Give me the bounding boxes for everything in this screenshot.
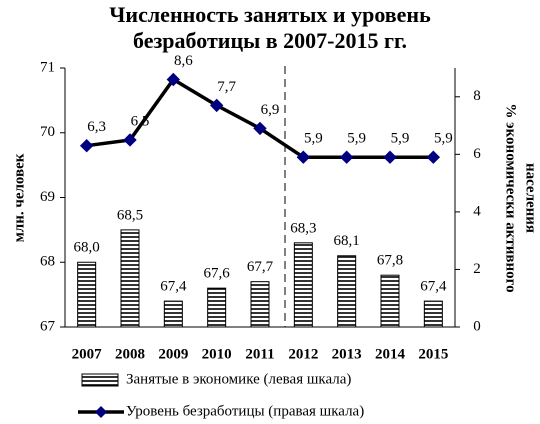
legend-swatch	[81, 373, 119, 387]
y2-tick-label: 0	[473, 318, 481, 334]
y2-axis-label: населения	[523, 163, 539, 233]
bar-value-label: 67,8	[377, 253, 403, 269]
y2-tick-label: 8	[473, 88, 481, 104]
bar-value-label: 67,6	[204, 266, 231, 282]
y-tick-label: 68	[40, 254, 55, 270]
line-value-label: 6,3	[87, 119, 106, 135]
line-marker	[166, 72, 181, 87]
y2-tick-label: 4	[473, 203, 481, 219]
line-value-label: 6,9	[261, 102, 280, 118]
bar	[207, 287, 227, 328]
line-value-label: 8,6	[174, 53, 193, 69]
line-value-label: 5,9	[391, 131, 410, 147]
y2-tick-label: 6	[473, 146, 481, 162]
line-marker	[123, 133, 137, 147]
bar-value-label: 67,7	[247, 259, 274, 275]
y2-tick-label: 2	[473, 261, 481, 277]
bar	[337, 255, 357, 328]
y2-axis-label: % экономически активного	[503, 103, 519, 292]
line-marker	[79, 138, 94, 153]
line-value-label: 5,9	[304, 131, 323, 147]
x-tick-label: 2010	[202, 346, 232, 362]
x-tick-label: 2013	[332, 346, 362, 362]
line-marker	[253, 121, 267, 136]
bar	[250, 281, 270, 328]
line-marker	[383, 150, 397, 164]
bar	[120, 229, 140, 328]
bar-value-label: 68,3	[290, 220, 316, 236]
bar	[380, 274, 400, 328]
title-line: Численность занятых и уровень	[109, 2, 431, 27]
bar-value-label: 68,5	[117, 207, 143, 223]
y-tick-label: 67	[40, 318, 56, 334]
x-tick-label: 2008	[115, 346, 145, 362]
bar	[163, 300, 183, 328]
line-value-label: 5,9	[434, 131, 453, 147]
bar-value-label: 68,1	[334, 233, 360, 249]
bar-value-label: 68,0	[74, 240, 100, 256]
line-value-label: 5,9	[347, 131, 366, 147]
line-value-label: 7,7	[217, 79, 236, 95]
line-value-label: 6,5	[131, 113, 150, 129]
title-line: безработицы в 2007-2015 гг.	[132, 28, 407, 53]
x-tick-label: 2007	[72, 346, 103, 362]
x-tick-label: 2009	[158, 346, 188, 362]
line-marker	[209, 98, 224, 113]
x-tick-label: 2012	[288, 346, 318, 362]
x-tick-label: 2015	[418, 346, 448, 362]
y-tick-label: 71	[40, 59, 55, 75]
y-tick-label: 69	[40, 189, 55, 205]
line-marker	[339, 150, 354, 164]
line-marker	[296, 150, 311, 164]
y-axis-label: млн. человек	[11, 153, 27, 242]
bar-value-label: 67,4	[420, 279, 447, 295]
line-marker	[426, 150, 441, 164]
x-tick-label: 2014	[375, 346, 406, 362]
legend-label: Занятые в экономике (левая шкала)	[126, 371, 351, 387]
bar	[423, 300, 443, 328]
bar	[77, 261, 97, 328]
legend-marker	[95, 406, 107, 418]
x-tick-label: 2011	[245, 346, 274, 362]
y-tick-label: 70	[40, 124, 55, 140]
bar	[293, 242, 313, 328]
chart-title: Численность занятых и уровень безработиц…	[60, 2, 480, 54]
bar-value-label: 67,4	[160, 279, 187, 295]
legend-label: Уровень безработицы (правая шкала)	[126, 403, 364, 419]
